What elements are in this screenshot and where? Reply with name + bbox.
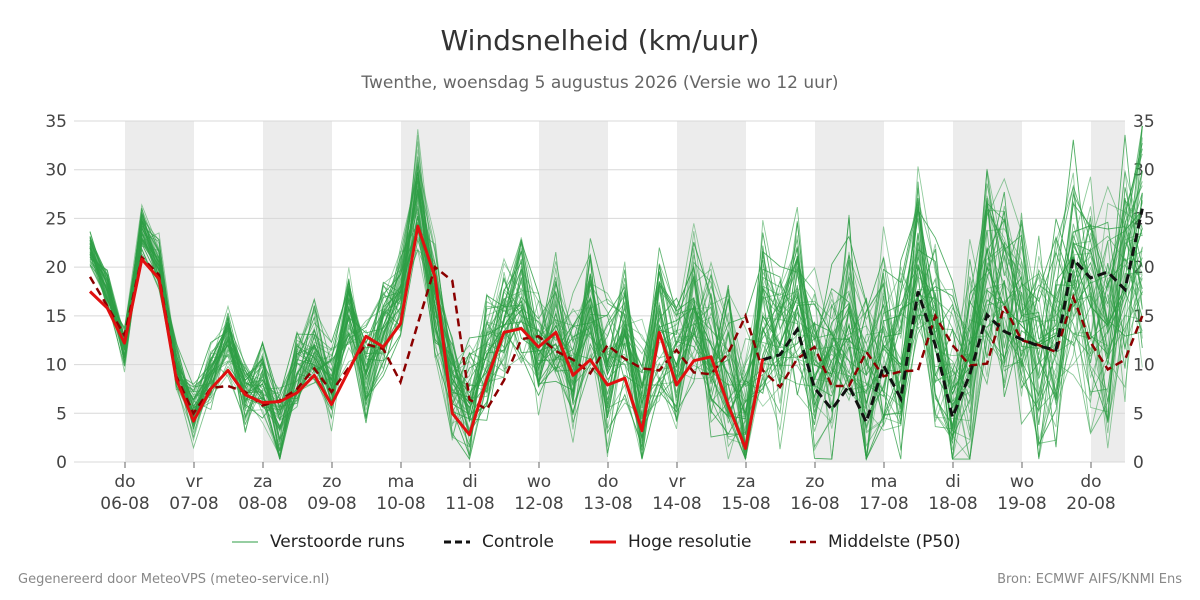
x-tick-date-09-08: 09-08 xyxy=(307,494,356,514)
footer-generated-by: Gegenereerd door MeteoVPS (meteo-service… xyxy=(18,572,330,587)
legend-control-label: Controle xyxy=(482,532,554,552)
legend-high-res-swatch xyxy=(590,540,616,544)
y-tick-left-20: 20 xyxy=(45,258,67,278)
y-tick-left-25: 25 xyxy=(45,209,67,229)
ensemble-member-line xyxy=(89,211,1143,460)
ensemble-member-line xyxy=(89,191,1143,451)
y-tick-left-0: 0 xyxy=(56,453,67,473)
legend-ensemble: Verstoorde runs xyxy=(232,531,405,553)
x-tick-day-06-08: do xyxy=(114,472,135,492)
x-tick-date-14-08: 14-08 xyxy=(652,494,701,514)
y-tick-left-10: 10 xyxy=(45,356,67,376)
x-tick-date-08-08: 08-08 xyxy=(238,494,287,514)
legend-median-swatch xyxy=(790,540,816,544)
x-tick-date-16-08: 16-08 xyxy=(790,494,839,514)
legend-high-res-label: Hoge resolutie xyxy=(628,532,752,552)
ensemble-series-line xyxy=(89,189,1143,430)
ensemble-member-line xyxy=(89,143,1143,460)
day-band-16-08 xyxy=(815,121,884,462)
y-tick-left-30: 30 xyxy=(45,161,67,181)
ensemble-member-line xyxy=(89,185,1143,460)
y-tick-right-5: 5 xyxy=(1133,404,1144,424)
ensemble-member-line xyxy=(89,188,1143,447)
y-tick-right-35: 35 xyxy=(1133,112,1155,132)
ensemble-member-line xyxy=(89,185,1143,461)
x-tick-day-10-08: ma xyxy=(388,472,415,492)
legend-control: Controle xyxy=(444,531,554,553)
median-p50-line xyxy=(88,254,1144,416)
x-tick-day-13-08: do xyxy=(597,472,618,492)
control-line xyxy=(762,208,1144,427)
x-tick-date-11-08: 11-08 xyxy=(445,494,494,514)
chart-subtitle: Twenthe, woensdag 5 augustus 2026 (Versi… xyxy=(361,73,839,93)
x-tick-day-09-08: zo xyxy=(322,472,341,492)
legend-ensemble-label: Verstoorde runs xyxy=(270,532,405,552)
x-tick-day-12-08: wo xyxy=(527,472,551,492)
legend-high-res: Hoge resolutie xyxy=(590,531,752,553)
ensemble-member-line xyxy=(89,181,1143,450)
x-tick-date-10-08: 10-08 xyxy=(376,494,425,514)
chart-title: Windsnelheid (km/uur) xyxy=(440,24,760,57)
y-tick-left-35: 35 xyxy=(45,112,67,132)
footer-source: Bron: ECMWF AIFS/KNMI Ens xyxy=(997,572,1182,587)
x-tick-day-18-08: di xyxy=(945,472,961,492)
legend-median-label: Middelste (P50) xyxy=(828,532,961,552)
x-tick-day-19-08: wo xyxy=(1010,472,1034,492)
legend-control-swatch xyxy=(444,540,470,544)
x-tick-day-20-08: do xyxy=(1080,472,1101,492)
ensemble-member-line xyxy=(89,148,1143,460)
x-tick-day-07-08: vr xyxy=(185,472,202,492)
x-tick-date-12-08: 12-08 xyxy=(514,494,563,514)
ensemble-member-line xyxy=(89,159,1143,461)
x-tick-date-17-08: 17-08 xyxy=(859,494,908,514)
x-tick-date-20-08: 20-08 xyxy=(1066,494,1115,514)
x-tick-date-06-08: 06-08 xyxy=(100,494,149,514)
high-resolution-line xyxy=(88,224,765,450)
x-tick-date-07-08: 07-08 xyxy=(169,494,218,514)
x-tick-date-15-08: 15-08 xyxy=(721,494,770,514)
x-tick-day-11-08: di xyxy=(462,472,478,492)
x-tick-date-19-08: 19-08 xyxy=(997,494,1046,514)
x-tick-day-16-08: zo xyxy=(805,472,824,492)
legend-ensemble-swatch xyxy=(232,541,258,543)
legend-median: Middelste (P50) xyxy=(790,531,961,553)
y-tick-right-10: 10 xyxy=(1133,356,1155,376)
y-tick-left-15: 15 xyxy=(45,307,67,327)
x-tick-date-13-08: 13-08 xyxy=(583,494,632,514)
y-tick-right-0: 0 xyxy=(1133,453,1144,473)
x-tick-date-18-08: 18-08 xyxy=(928,494,977,514)
x-tick-day-15-08: za xyxy=(736,472,755,492)
x-tick-day-17-08: ma xyxy=(871,472,898,492)
x-tick-day-08-08: za xyxy=(253,472,272,492)
y-tick-left-5: 5 xyxy=(56,404,67,424)
x-tick-day-14-08: vr xyxy=(668,472,685,492)
